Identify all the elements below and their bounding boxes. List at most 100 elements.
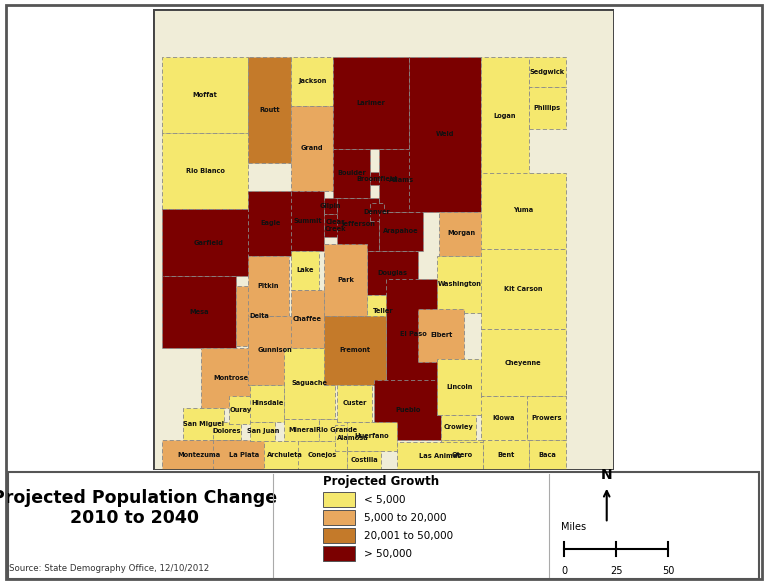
Bar <box>481 57 529 175</box>
Bar <box>323 315 386 385</box>
Bar <box>236 286 282 346</box>
Bar <box>481 329 566 397</box>
Text: El Paso: El Paso <box>400 331 427 337</box>
Text: Projected Population Change
2010 to 2040: Projected Population Change 2010 to 2040 <box>0 489 277 527</box>
Bar <box>346 422 398 451</box>
Text: Teller: Teller <box>373 308 394 314</box>
Bar <box>319 419 353 441</box>
Text: Bent: Bent <box>497 452 515 458</box>
Text: Logan: Logan <box>494 113 516 119</box>
Bar <box>323 546 355 561</box>
Text: < 5,000: < 5,000 <box>364 495 406 505</box>
Bar <box>369 172 383 186</box>
Text: Projected Growth: Projected Growth <box>323 475 439 488</box>
Text: Delta: Delta <box>249 312 269 318</box>
Bar <box>298 441 346 470</box>
Text: Lake: Lake <box>296 267 314 273</box>
Text: Chaffee: Chaffee <box>293 316 322 322</box>
Bar <box>439 212 483 256</box>
Text: Park: Park <box>337 277 354 283</box>
Bar <box>437 359 483 415</box>
Bar <box>442 415 476 440</box>
Bar <box>162 133 247 210</box>
Bar <box>162 210 263 276</box>
Text: Weld: Weld <box>435 131 454 137</box>
Bar <box>229 397 252 424</box>
Text: Boulder: Boulder <box>337 171 366 176</box>
Text: Archuleta: Archuleta <box>266 453 303 458</box>
Text: > 50,000: > 50,000 <box>364 548 412 558</box>
Text: Mineral: Mineral <box>288 427 316 433</box>
Text: Cheyenne: Cheyenne <box>505 360 541 366</box>
Bar <box>284 419 319 441</box>
Bar <box>291 251 319 290</box>
Bar <box>379 212 423 251</box>
Text: Yuma: Yuma <box>513 207 534 213</box>
Bar <box>481 397 527 440</box>
Bar <box>529 57 566 87</box>
Text: Miles: Miles <box>561 522 586 532</box>
Bar <box>481 249 566 329</box>
Bar <box>529 440 566 470</box>
Text: Morgan: Morgan <box>447 231 475 237</box>
Text: Kit Carson: Kit Carson <box>504 286 543 292</box>
Text: Eagle: Eagle <box>260 220 281 226</box>
Text: Mesa: Mesa <box>189 309 209 315</box>
Bar <box>162 57 247 133</box>
Bar <box>333 150 369 198</box>
Text: N: N <box>601 468 613 482</box>
Bar <box>379 150 423 212</box>
Bar <box>247 256 289 315</box>
Bar <box>483 440 529 470</box>
Bar <box>183 408 224 440</box>
Bar <box>323 528 355 543</box>
Bar <box>437 256 483 313</box>
Bar <box>529 87 566 128</box>
Bar <box>481 172 566 249</box>
Bar <box>291 191 323 251</box>
Bar <box>213 440 275 470</box>
Text: Garfield: Garfield <box>194 239 223 246</box>
Bar <box>291 290 323 348</box>
Text: 25: 25 <box>610 566 623 576</box>
Text: 20,001 to 50,000: 20,001 to 50,000 <box>364 531 453 541</box>
Text: Las Animas: Las Animas <box>419 453 462 459</box>
Text: Kiowa: Kiowa <box>492 415 515 421</box>
Text: Elbert: Elbert <box>430 332 452 338</box>
Text: Lincoln: Lincoln <box>446 384 473 390</box>
Text: Source: State Demography Office, 12/10/2012: Source: State Demography Office, 12/10/2… <box>9 564 210 573</box>
Bar <box>291 106 333 191</box>
Text: Alamosa: Alamosa <box>337 435 369 441</box>
Text: Baca: Baca <box>538 452 556 458</box>
Text: Otero: Otero <box>452 452 472 458</box>
Text: Denver: Denver <box>363 208 390 215</box>
Text: Gilpin: Gilpin <box>319 203 341 208</box>
Bar <box>250 422 275 441</box>
Bar <box>291 57 333 106</box>
Bar <box>369 203 383 221</box>
Text: Rio Grande: Rio Grande <box>316 427 357 433</box>
Text: Huerfano: Huerfano <box>355 433 389 439</box>
Text: Gunnison: Gunnison <box>258 347 293 353</box>
Text: Broomfield: Broomfield <box>356 176 397 182</box>
Text: Sedgwick: Sedgwick <box>530 69 565 75</box>
Text: Conejos: Conejos <box>308 453 337 458</box>
Text: Arapahoe: Arapahoe <box>383 228 419 234</box>
Bar <box>263 441 305 470</box>
Bar <box>162 276 236 348</box>
Bar <box>323 492 355 507</box>
Text: Summit: Summit <box>293 218 322 224</box>
Bar <box>386 279 442 390</box>
Text: Ouray: Ouray <box>230 407 252 413</box>
Text: San Juan: San Juan <box>247 429 279 434</box>
Bar <box>250 385 284 422</box>
Bar <box>398 443 483 470</box>
Text: Jackson: Jackson <box>298 78 326 84</box>
Text: Dolores: Dolores <box>213 428 241 434</box>
Text: Hinsdale: Hinsdale <box>251 400 283 406</box>
Bar <box>323 198 337 214</box>
Bar <box>323 510 355 526</box>
Text: Pueblo: Pueblo <box>396 407 421 413</box>
Bar <box>346 451 381 470</box>
Text: Grand: Grand <box>301 145 323 151</box>
